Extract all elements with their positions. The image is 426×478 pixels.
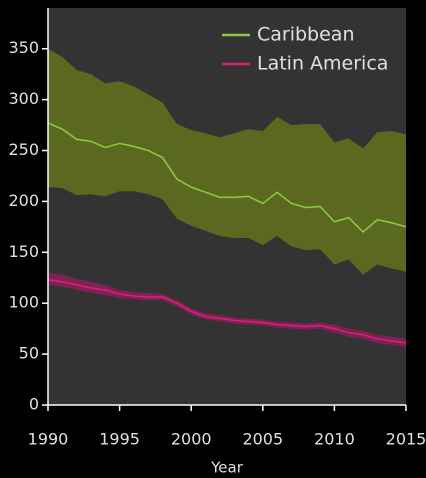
y-tick-label: 100 (8, 293, 39, 312)
x-tick-label: 2005 (242, 430, 283, 449)
y-tick-label: 150 (8, 242, 39, 261)
x-axis-label: Year (210, 459, 244, 477)
x-tick-label: 2010 (314, 430, 355, 449)
series-line (47, 122, 407, 234)
y-tick-label: 0 (29, 395, 39, 414)
y-tick-label: 50 (19, 344, 39, 363)
x-tick-label: 2000 (171, 430, 212, 449)
legend-label: Latin America (257, 53, 388, 75)
legend-label: Caribbean (257, 24, 355, 46)
series-line (47, 278, 407, 344)
y-tick-label: 300 (8, 89, 39, 108)
y-tick-label: 350 (8, 38, 39, 57)
y-tick-label: 250 (8, 140, 39, 159)
x-tick-label: 1995 (99, 430, 140, 449)
confidence-band (48, 272, 406, 347)
confidence-band (48, 48, 406, 275)
x-tick-label: 2015 (386, 430, 426, 449)
x-tick-label: 1990 (28, 430, 69, 449)
y-tick-label: 200 (8, 191, 39, 210)
